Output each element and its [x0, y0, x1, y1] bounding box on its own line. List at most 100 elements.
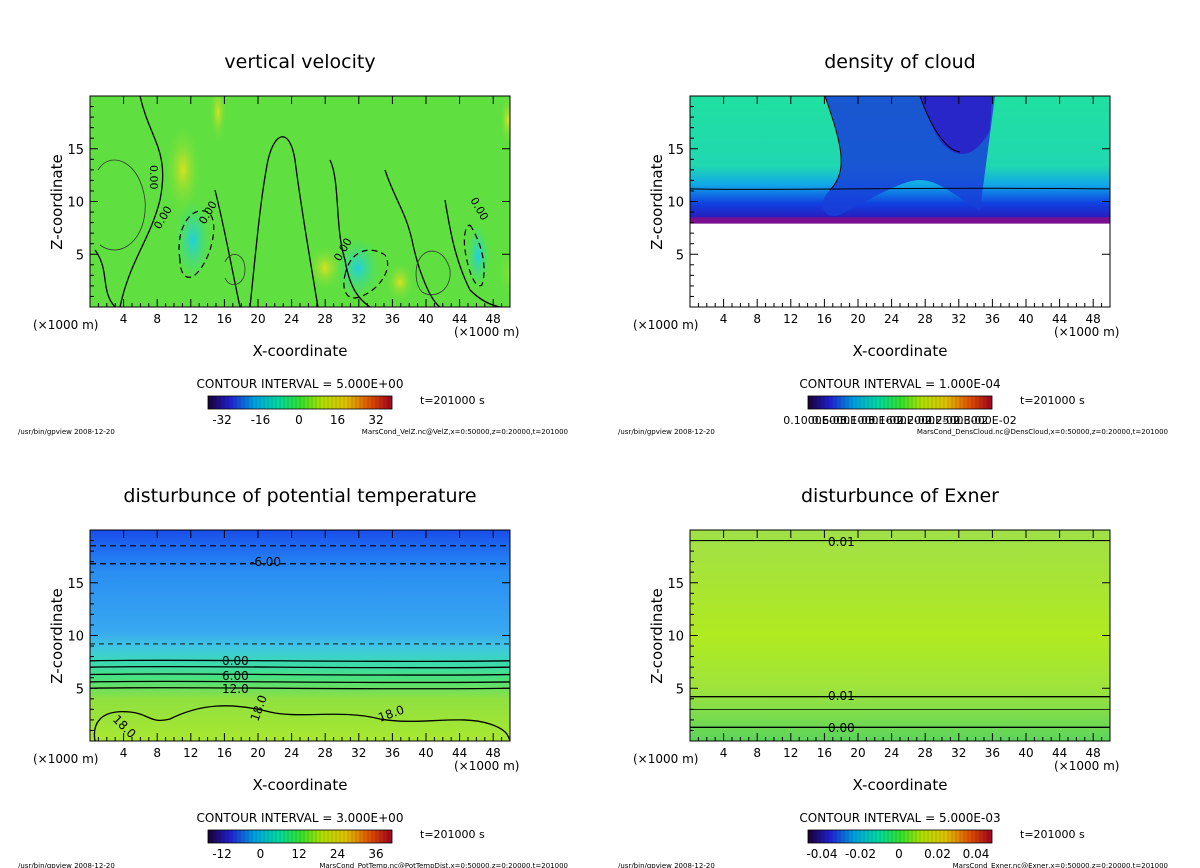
chart-panel: disturbunce of potential temperature -6.0… [18, 485, 568, 868]
colorbar-tick-label: -32 [212, 413, 232, 427]
contour-line [97, 159, 146, 251]
chart-title: density of cloud [824, 51, 976, 73]
time-label: t=201000 s [420, 394, 485, 407]
colorbar-tick-label: -12 [212, 847, 232, 861]
x-tick-label: 24 [884, 746, 899, 760]
x-unit-label: (×1000 m) [1054, 325, 1119, 339]
y-tick-label: 15 [67, 577, 84, 592]
colorbar-tick-label: 0.1000E-02 [840, 414, 903, 427]
x-tick-label: 40 [418, 746, 433, 760]
colorbar-tick-label: 0.2500E-02 [925, 414, 988, 427]
y-axis-label: Z-coordinate [48, 154, 66, 249]
x-tick-label: 12 [183, 746, 198, 760]
time-label: t=201000 s [1020, 394, 1085, 407]
x-tick-label: 8 [753, 746, 761, 760]
x-tick-label: 28 [318, 312, 333, 326]
contour-label: 0.01 [828, 535, 855, 549]
x-tick-label: 20 [850, 312, 865, 326]
x-tick-label: 48 [486, 746, 501, 760]
x-tick-label: 20 [850, 746, 865, 760]
contour-label: 12.0 [222, 682, 249, 696]
x-axis-label: X-coordinate [253, 342, 348, 360]
contour-line [90, 673, 510, 676]
contour-line [690, 187, 1110, 190]
x-tick-label: 8 [153, 312, 161, 326]
footer-right: MarsCond_VelZ.nc@VelZ,x=0:50000,z=0:2000… [362, 428, 568, 436]
colorbar-tick-label: 24 [330, 847, 345, 861]
x-tick-label: 4 [120, 312, 128, 326]
colorbar-tick-label: 0.2000E-02 [897, 414, 960, 427]
contour-line [214, 189, 241, 307]
footer-right: MarsCond_Exner.nc@Exner,x=0:50000,z=0:20… [953, 862, 1168, 868]
field-shading [690, 96, 1110, 307]
y-tick-label: 5 [676, 248, 684, 263]
x-tick-label: 32 [351, 312, 366, 326]
colorbar-tick-label: 0.02 [924, 847, 951, 861]
footer-left: /usr/bin/gpview 2008-12-20 [18, 862, 115, 868]
x-axis-label: X-coordinate [253, 776, 348, 794]
contour-line [119, 96, 164, 307]
cloud-plume [920, 96, 992, 154]
x-tick-label: 12 [783, 312, 798, 326]
footer-left: /usr/bin/gpview 2008-12-20 [618, 428, 715, 436]
y-tick-label: 5 [76, 682, 84, 697]
contour-line [690, 708, 1110, 711]
x-tick-label: 12 [183, 312, 198, 326]
colorbar-tick-label: 32 [368, 413, 383, 427]
contour-line [690, 695, 1110, 698]
x-tick-label: 24 [884, 312, 899, 326]
x-unit-label: (×1000 m) [633, 752, 698, 766]
x-tick-label: 36 [985, 746, 1000, 760]
x-axis-label: X-coordinate [853, 342, 948, 360]
field-shading: 0.000.000.000.000.00 [90, 96, 510, 307]
x-tick-label: 8 [753, 312, 761, 326]
contour-line [384, 169, 441, 307]
footer-left: /usr/bin/gpview 2008-12-20 [18, 428, 115, 436]
contour-line [93, 705, 510, 741]
y-axis-label: Z-coordinate [648, 154, 666, 249]
contour-line [90, 659, 510, 663]
x-tick-label: 16 [217, 312, 232, 326]
contour-label: 6.00 [222, 669, 249, 683]
y-tick-label: 10 [67, 196, 84, 211]
x-tick-label: 16 [217, 746, 232, 760]
x-tick-label: 28 [918, 746, 933, 760]
x-tick-label: 32 [951, 312, 966, 326]
contour-dashed [178, 210, 215, 278]
y-tick-label: 15 [667, 577, 684, 592]
time-label: t=201000 s [1020, 828, 1085, 841]
x-tick-label: 36 [385, 746, 400, 760]
x-tick-label: 36 [385, 312, 400, 326]
x-tick-label: 36 [985, 312, 1000, 326]
y-tick-label: 5 [676, 682, 684, 697]
contour-label: 0.00 [147, 165, 160, 190]
x-tick-label: 40 [1018, 312, 1033, 326]
contour-line [329, 159, 371, 307]
y-tick-label: 10 [667, 196, 684, 211]
colorbar-tick-label: 0.3000E-02 [953, 414, 1016, 427]
colorbar-tick-label: 0.6000E-03 [812, 414, 875, 427]
x-tick-label: 48 [1086, 312, 1101, 326]
time-label: t=201000 s [420, 828, 485, 841]
colorbar-tick-label: -0.04 [806, 847, 837, 861]
contour-dashed [463, 224, 485, 287]
x-tick-label: 12 [783, 746, 798, 760]
x-tick-label: 20 [250, 312, 265, 326]
x-tick-label: 44 [452, 312, 467, 326]
x-tick-label: 48 [1086, 746, 1101, 760]
colorbar-tick-label: 0.04 [963, 847, 990, 861]
y-tick-label: 15 [667, 143, 684, 158]
contour-line [690, 539, 1110, 542]
x-tick-label: 4 [120, 746, 128, 760]
y-axis-label: Z-coordinate [48, 588, 66, 683]
contour-label: 0.01 [828, 689, 855, 703]
contour-label: 0.00 [222, 654, 249, 668]
contour-label: 0.00 [828, 721, 855, 735]
contour-line [224, 254, 246, 286]
colorbar-tick-label: 0 [257, 847, 265, 861]
colorbar-tick-label: 0 [295, 413, 303, 427]
contour-label: -6.00 [250, 555, 281, 569]
colorbar-tick-label: 0 [895, 847, 903, 861]
